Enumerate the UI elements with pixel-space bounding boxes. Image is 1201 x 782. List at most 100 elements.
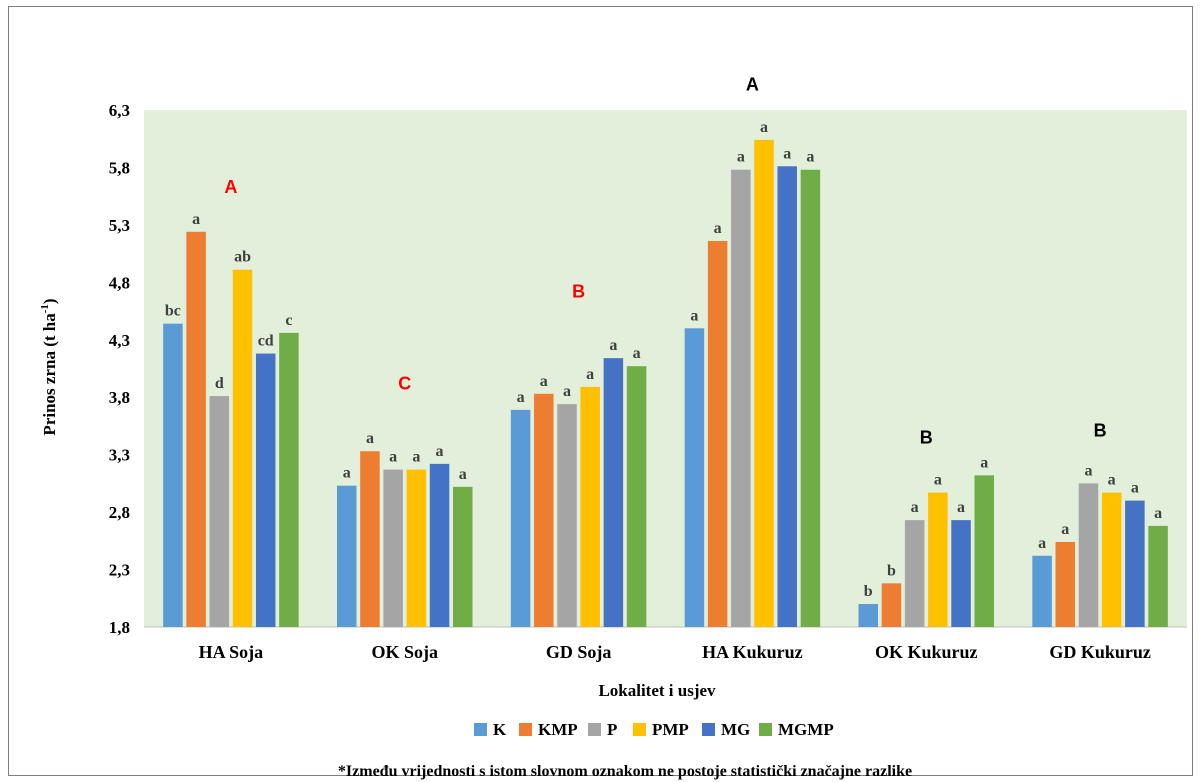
legend-label: MG xyxy=(721,720,750,739)
y-axis-title: Prinos zrna (t ha-1) xyxy=(39,298,59,435)
legend-label: P xyxy=(607,720,617,739)
bar-data-label: a xyxy=(412,449,420,466)
bar xyxy=(626,366,647,627)
x-category-label: OK Soja xyxy=(371,642,438,662)
bar xyxy=(1125,500,1145,627)
bar-data-label: a xyxy=(563,383,571,400)
bar-data-label: a xyxy=(1154,505,1162,522)
legend-swatch xyxy=(474,723,487,736)
y-axis-ticks: 1,8 2,3 2,8 3,3 3,8 4,3 4,8 5,3 5,8 6,3 xyxy=(109,101,130,637)
bar xyxy=(951,520,971,627)
bar-data-label: d xyxy=(215,375,224,392)
bar-data-label: a xyxy=(760,119,768,136)
bar-data-label: a xyxy=(586,366,594,383)
legend-swatch xyxy=(519,723,532,736)
bar-data-label: a xyxy=(783,145,791,162)
bar xyxy=(534,393,554,627)
bar xyxy=(209,396,230,627)
bar-data-label: a xyxy=(192,211,200,228)
bar xyxy=(731,169,751,627)
bar-data-label: a xyxy=(1084,462,1092,479)
bar xyxy=(777,166,797,627)
x-category-label: OK Kukuruz xyxy=(875,642,978,662)
bar xyxy=(510,409,531,627)
bar-data-label: a xyxy=(714,220,722,237)
y-tick-label: 5,8 xyxy=(109,158,130,177)
y-tick-label: 6,3 xyxy=(109,101,130,120)
bar xyxy=(429,463,450,627)
bar xyxy=(163,323,183,627)
y-tick-label: 1,8 xyxy=(109,618,130,637)
legend-label: K xyxy=(493,720,507,739)
bar xyxy=(974,475,994,627)
bar xyxy=(383,469,403,627)
bar-data-label: cd xyxy=(258,333,274,350)
group-significance-label: A xyxy=(746,75,759,95)
bar-data-label: b xyxy=(864,583,873,600)
bar xyxy=(186,231,206,627)
y-tick-label: 5,3 xyxy=(109,216,130,235)
bar xyxy=(1148,525,1168,627)
group-significance-label: A xyxy=(224,177,237,197)
legend-swatch xyxy=(759,723,772,736)
y-tick-label: 2,3 xyxy=(109,561,130,580)
bar-data-label: a xyxy=(1061,521,1069,538)
bar-data-label: a xyxy=(690,307,698,324)
bar-data-label: a xyxy=(911,499,919,516)
bar-data-label: a xyxy=(609,337,617,354)
bar-data-label: a xyxy=(934,472,942,489)
bar xyxy=(1032,555,1052,627)
y-axis-title-main: Prinos zrna (t ha xyxy=(40,313,59,436)
legend-swatch xyxy=(588,723,601,736)
plot-area xyxy=(144,110,1187,627)
x-category-label: HA Kukuruz xyxy=(702,642,803,662)
bar xyxy=(337,485,357,627)
y-tick-label: 3,3 xyxy=(109,446,130,465)
bar xyxy=(707,240,728,627)
bar-data-label: a xyxy=(459,466,467,483)
group-significance-label: B xyxy=(920,427,933,447)
y-axis-title-sup: -1 xyxy=(39,304,51,313)
y-tick-label: 4,3 xyxy=(109,331,130,350)
bar xyxy=(360,451,380,627)
bar-data-label: a xyxy=(1038,535,1046,552)
bar-data-label: a xyxy=(343,465,351,482)
x-axis-categories: HA Soja OK Soja GD Soja HA Kukuruz OK Kukuru… xyxy=(199,642,1151,662)
bar-data-label: a xyxy=(389,449,397,466)
bar xyxy=(232,269,253,627)
bar-data-label: a xyxy=(436,443,444,460)
x-axis-title: Lokalitet i usjev xyxy=(598,681,716,700)
y-tick-label: 4,8 xyxy=(109,273,130,292)
x-category-label: GD Soja xyxy=(546,642,612,662)
x-category-label: GD Kukuruz xyxy=(1049,642,1151,662)
bar xyxy=(279,332,299,627)
bar-data-label: b xyxy=(887,562,896,579)
legend-label: KMP xyxy=(538,720,578,739)
bar-data-label: a xyxy=(366,430,374,447)
bar-data-label: c xyxy=(285,312,292,329)
group-significance-label: C xyxy=(398,373,411,393)
footnote: *Između vrijednosti s istom slovnom ozna… xyxy=(338,763,912,780)
bar xyxy=(684,328,705,627)
bar-data-label: a xyxy=(1108,472,1116,489)
bar-data-label: a xyxy=(517,389,525,406)
legend: K KMP P PMP MG MGMP xyxy=(474,720,834,739)
y-axis-title-end: ) xyxy=(40,298,59,304)
group-significance-label: B xyxy=(572,281,585,301)
bar-data-label: a xyxy=(806,149,814,166)
group-labels-group: A C B A B B xyxy=(224,75,1106,448)
legend-label: PMP xyxy=(652,720,689,739)
legend-label: MGMP xyxy=(778,720,834,739)
bar-data-label: a xyxy=(1131,480,1139,497)
bar xyxy=(928,492,948,627)
bar-data-label: a xyxy=(957,499,965,516)
bars-group xyxy=(163,139,1168,628)
bar xyxy=(255,353,276,627)
x-category-label: HA Soja xyxy=(199,642,264,662)
bar-data-label: ab xyxy=(234,249,251,266)
legend-swatch xyxy=(633,723,646,736)
y-tick-label: 2,8 xyxy=(109,503,130,522)
bar xyxy=(580,386,600,627)
bar xyxy=(603,358,624,627)
